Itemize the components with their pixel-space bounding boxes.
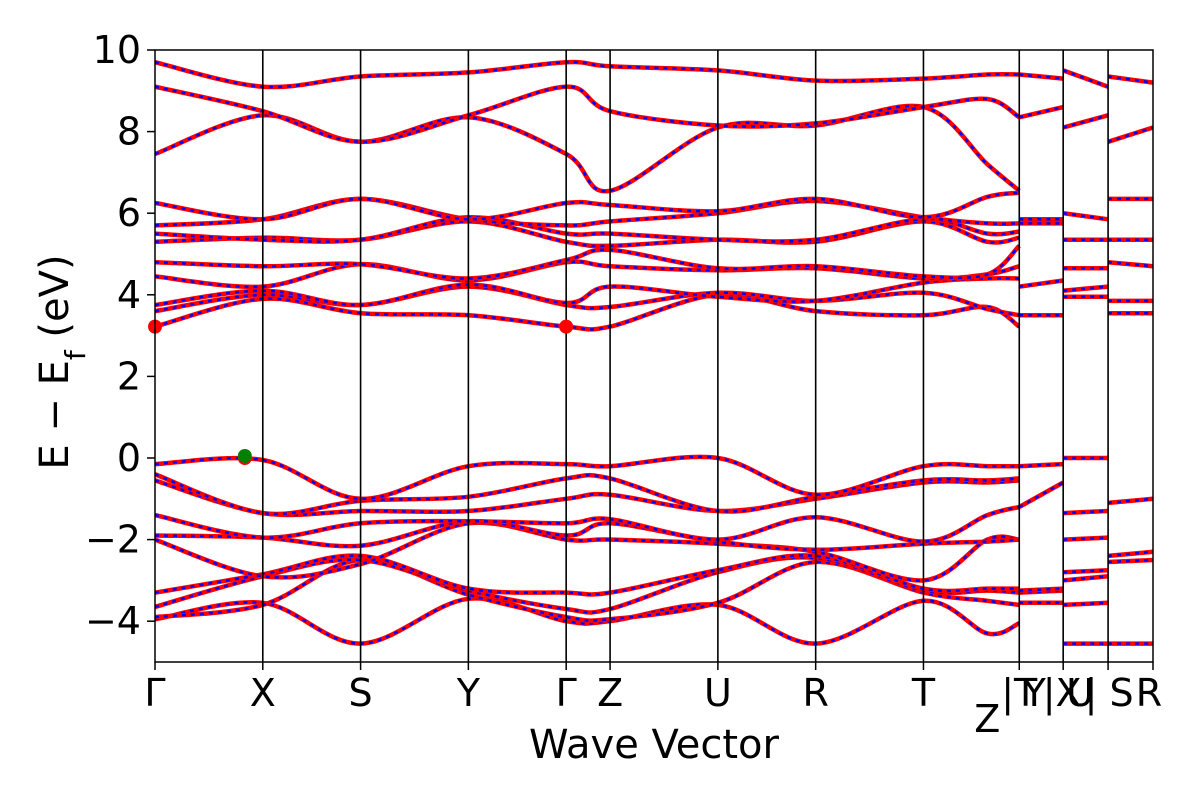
band-dashed — [155, 60, 1020, 89]
band-solid — [1018, 480, 1065, 509]
band-dashed — [1062, 69, 1109, 88]
x-tick-label: Y — [456, 671, 481, 715]
band-line — [1108, 557, 1153, 565]
band-line — [1063, 508, 1109, 516]
band-solid — [155, 59, 1020, 90]
band-dashed — [1019, 587, 1064, 592]
y-axis-title: E − Ef (eV) — [32, 254, 92, 469]
y-tick-label: −2 — [85, 518, 141, 562]
band-line — [155, 190, 1020, 222]
y-axis-title-unit: (eV) — [32, 254, 78, 350]
x-tick-label: |T — [1001, 671, 1038, 716]
band-dashed — [1019, 279, 1064, 288]
band-line — [1107, 125, 1153, 144]
band-dashed — [1107, 550, 1153, 558]
band-dashed — [1063, 509, 1109, 515]
band-dashed — [1107, 497, 1153, 505]
x-tick-label: S — [349, 671, 373, 715]
band-dashed — [1063, 285, 1109, 292]
band-line — [1107, 259, 1153, 269]
band-solid — [155, 190, 1020, 222]
band-solid — [155, 454, 1020, 502]
band-edge-marker — [559, 319, 574, 334]
y-axis-title-subscript: f — [59, 349, 92, 360]
band-line — [1063, 535, 1109, 542]
band-dashed — [155, 276, 1020, 307]
y-axis-title-main: E − E — [32, 360, 78, 470]
band-line — [155, 84, 1021, 145]
band-line — [155, 292, 1021, 332]
band-line — [155, 59, 1020, 90]
x-tick-label: U — [1066, 671, 1094, 715]
x-tick-label: T — [911, 671, 936, 715]
band-line — [1062, 113, 1109, 130]
x-tick-label: X — [250, 671, 276, 715]
band-dashed — [1107, 126, 1153, 143]
y-tick-label: 4 — [117, 273, 141, 317]
band-dashed — [1063, 601, 1109, 607]
y-tick-label: 8 — [117, 110, 141, 154]
band-dashed — [1063, 575, 1109, 582]
band-line — [1018, 104, 1064, 120]
band-dashed — [1019, 73, 1064, 80]
high-symmetry-lines — [261, 50, 1109, 662]
band-line — [1063, 600, 1109, 608]
y-ticks: −4 −2 0 2 4 6 8 10 — [85, 28, 155, 643]
band-dashed — [1063, 568, 1109, 574]
band-line — [1062, 574, 1109, 583]
band-line — [155, 555, 1020, 615]
band-dashed — [1063, 536, 1109, 541]
band-line — [1107, 549, 1153, 559]
band-line — [1018, 278, 1064, 289]
band-line — [1018, 480, 1065, 509]
band-solid — [155, 555, 1020, 615]
band-line — [1062, 68, 1109, 89]
band-dashed — [1108, 558, 1153, 564]
x-tick-label: Γ — [556, 671, 577, 715]
x-tick-label: Z — [597, 671, 623, 715]
band-line — [1019, 461, 1064, 469]
plot-frame — [154, 49, 1154, 663]
y-tick-label: −4 — [85, 599, 141, 643]
band-dashed — [1062, 114, 1109, 129]
band-line — [1019, 72, 1064, 81]
band-line — [1019, 586, 1064, 593]
band-dashed — [1019, 105, 1064, 119]
band-line — [1062, 284, 1109, 293]
x-tick-label: Z — [974, 697, 1000, 741]
x-tick-label: U — [704, 671, 732, 715]
band-line — [1062, 210, 1109, 222]
band-solid — [155, 292, 1021, 332]
x-tick-label: | S — [1085, 671, 1134, 716]
band-solid — [1062, 68, 1109, 89]
y-tick-label: 0 — [117, 436, 141, 480]
band-edge-marker — [237, 448, 252, 463]
band-dashed — [1019, 462, 1064, 468]
band-dashed — [155, 519, 1020, 552]
band-line — [1063, 567, 1109, 575]
x-tick-label: |X — [1043, 671, 1082, 716]
y-tick-label: 10 — [93, 28, 141, 72]
x-tick-label: Y — [1022, 671, 1047, 715]
x-axis-title: Wave Vector — [529, 722, 780, 768]
band-line — [1107, 496, 1153, 506]
x-tick-label: Γ — [144, 671, 165, 715]
bands-layer — [155, 59, 1153, 646]
band-edge-markers — [148, 319, 574, 465]
band-line — [1107, 74, 1153, 85]
y-tick-label: 6 — [117, 191, 141, 235]
band-dashed — [155, 556, 1020, 614]
x-tick-label: R — [802, 671, 828, 715]
x-tick-label: R — [1136, 671, 1162, 715]
band-dashed — [1063, 211, 1109, 221]
band-line — [155, 454, 1020, 502]
band-dashed — [1018, 481, 1064, 509]
band-dashed — [1107, 75, 1153, 84]
y-tick-label: 2 — [117, 354, 141, 398]
band-dashed — [1108, 260, 1153, 268]
